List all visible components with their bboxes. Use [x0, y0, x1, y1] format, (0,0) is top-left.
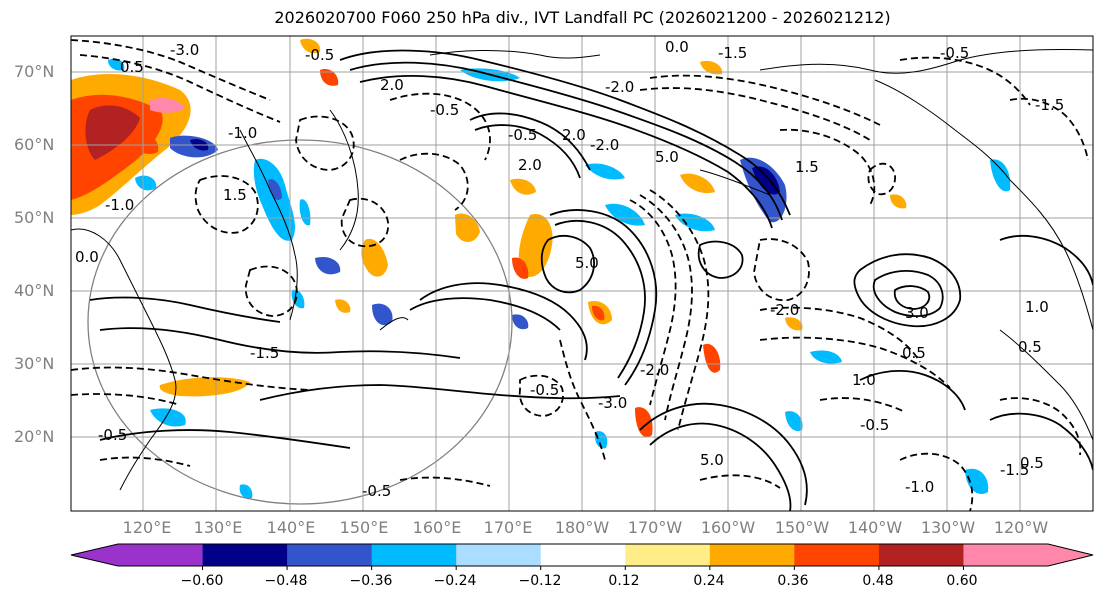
contour-label: 1.5	[795, 158, 819, 176]
colorbar-swatch	[202, 544, 288, 566]
lon-label: 140°W	[847, 518, 903, 537]
contour-label: -3.0	[170, 41, 199, 59]
contour-label: 5.0	[575, 254, 599, 272]
map-title: 2026020700 F060 250 hPa div., IVT Landfa…	[274, 8, 891, 27]
colorbar-swatch	[794, 544, 880, 566]
contour-label: -1.5	[718, 44, 747, 62]
lat-label: 60°N	[14, 135, 55, 154]
colorbar-tick: −0.12	[518, 573, 562, 589]
colorbar-tick: −0.48	[264, 573, 308, 589]
lat-label: 40°N	[14, 281, 55, 300]
contour-label: -0.5	[860, 416, 889, 434]
colorbar-swatch	[287, 544, 373, 566]
contour-label: -2.0	[590, 136, 619, 154]
contour-label: 0.5	[1018, 338, 1042, 356]
contour-label: -1.0	[105, 196, 134, 214]
contour-label: -0.5	[530, 381, 559, 399]
colorbar-tick: 0.24	[693, 573, 725, 589]
lat-label: 70°N	[14, 62, 55, 81]
contour-label: -1.0	[905, 478, 934, 496]
colorbar-tick: −0.24	[433, 573, 477, 589]
colorbar-swatch	[540, 544, 626, 566]
contour-label: 1.0	[1025, 298, 1049, 316]
lon-label: 140°E	[266, 518, 316, 537]
contour-label: -1.5	[1035, 96, 1064, 114]
colorbar-swatch	[625, 544, 711, 566]
contour-label: 1.5	[223, 186, 247, 204]
contour-label: -0.5	[98, 426, 127, 444]
colorbar-tick: −0.36	[349, 573, 393, 589]
contour-label: 1.0	[852, 371, 876, 389]
colorbar-outline	[70, 543, 1094, 567]
contour-label: 0.0	[665, 38, 689, 56]
lon-label: 120°W	[993, 518, 1049, 537]
colorbar-tick: 0.12	[608, 573, 640, 589]
lon-label: 130°E	[193, 518, 243, 537]
contour-label: 3.0	[905, 304, 929, 322]
lon-label: 150°W	[774, 518, 830, 537]
lat-label: 30°N	[14, 354, 55, 373]
contour-label: 5.0	[700, 451, 724, 469]
contour-label: -0.5	[940, 44, 969, 62]
ivt-region-circle	[87, 139, 513, 505]
contour-label: 0.5	[902, 344, 926, 362]
lon-label: 160°E	[412, 518, 462, 537]
contour-label: -1.5	[1000, 461, 1029, 479]
lon-label: 170°E	[483, 518, 533, 537]
contour-label: -0.5	[305, 46, 334, 64]
colorbar-tick: 0.60	[946, 573, 978, 589]
lon-label: 160°W	[700, 518, 756, 537]
lon-label: 130°W	[920, 518, 976, 537]
contour-label: -3.0	[598, 394, 627, 412]
contour-label: -1.5	[250, 344, 279, 362]
contour-label: -0.5	[430, 101, 459, 119]
colorbar-tick: 0.36	[777, 573, 809, 589]
contour-label: -1.0	[228, 124, 257, 142]
contour-label: -2.0	[640, 361, 669, 379]
contour-label: 0.0	[75, 248, 99, 266]
colorbar-tick: −0.60	[180, 573, 224, 589]
colorbar	[70, 543, 1094, 570]
colorbar-swatch	[371, 544, 457, 566]
graticule	[71, 36, 1093, 511]
contour-label: 5.0	[655, 148, 679, 166]
contour-labels: -3.0 0.5 0.0 -1.5 -0.5 -1.0 1.5 2.0 -0.5…	[75, 38, 1064, 500]
lat-label: 20°N	[14, 427, 55, 446]
contour-label: -2.0	[770, 301, 799, 319]
colorbar-swatch	[963, 544, 1093, 566]
contour-label: 2.0	[380, 76, 404, 94]
lat-label: 50°N	[14, 208, 55, 227]
contour-label: 0.5	[1020, 454, 1044, 472]
colorbar-tick: 0.48	[862, 573, 894, 589]
colorbar-swatch	[709, 544, 795, 566]
lon-label: 170°W	[627, 518, 683, 537]
contour-label: 0.5	[120, 58, 144, 76]
contours-negative	[71, 39, 1089, 511]
contour-label: -0.5	[362, 482, 391, 500]
lon-label: 150°E	[339, 518, 389, 537]
contour-label: -0.5	[508, 126, 537, 144]
colorbar-swatch	[71, 544, 203, 566]
contour-label: 2.0	[562, 126, 586, 144]
contours-positive	[89, 49, 1093, 511]
lon-label: 120°E	[122, 518, 172, 537]
contour-label: -2.0	[605, 78, 634, 96]
contour-label: 2.0	[518, 156, 542, 174]
colorbar-swatch	[878, 544, 964, 566]
colorbar-swatch	[456, 544, 542, 566]
lon-label: 180°W	[554, 518, 610, 537]
